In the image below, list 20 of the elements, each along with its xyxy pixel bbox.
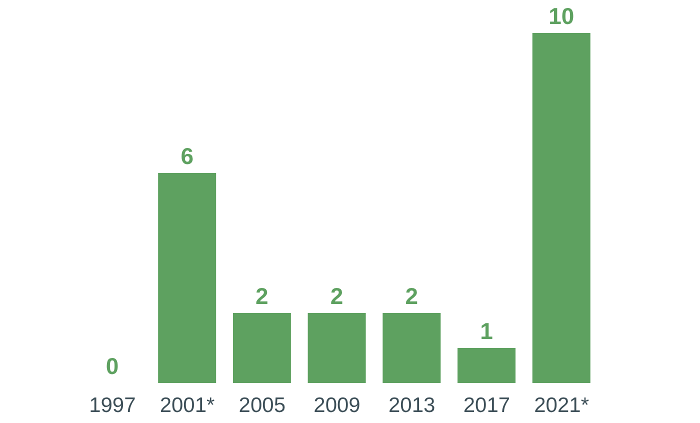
bar — [382, 313, 441, 383]
x-tick-label: 2005 — [238, 394, 286, 417]
x-tick-label: 2021* — [534, 394, 590, 417]
x-tick-label: 2001* — [160, 394, 215, 417]
x-tick-label: 1997 — [89, 394, 136, 417]
bar — [158, 173, 216, 383]
bar — [232, 313, 291, 383]
data-label: 2 — [256, 283, 268, 309]
data-label: 0 — [106, 353, 119, 379]
bar — [308, 313, 366, 383]
bar — [458, 348, 516, 383]
x-tick-label: 2009 — [314, 394, 360, 417]
data-label: 6 — [180, 143, 194, 169]
x-tick-label: 2013 — [388, 394, 436, 417]
x-tick-label: 2017 — [463, 394, 510, 417]
data-label: 2 — [405, 283, 418, 309]
data-label: 10 — [548, 3, 574, 29]
bar — [532, 33, 590, 383]
data-label: 1 — [480, 318, 494, 344]
data-label: 2 — [330, 283, 344, 309]
